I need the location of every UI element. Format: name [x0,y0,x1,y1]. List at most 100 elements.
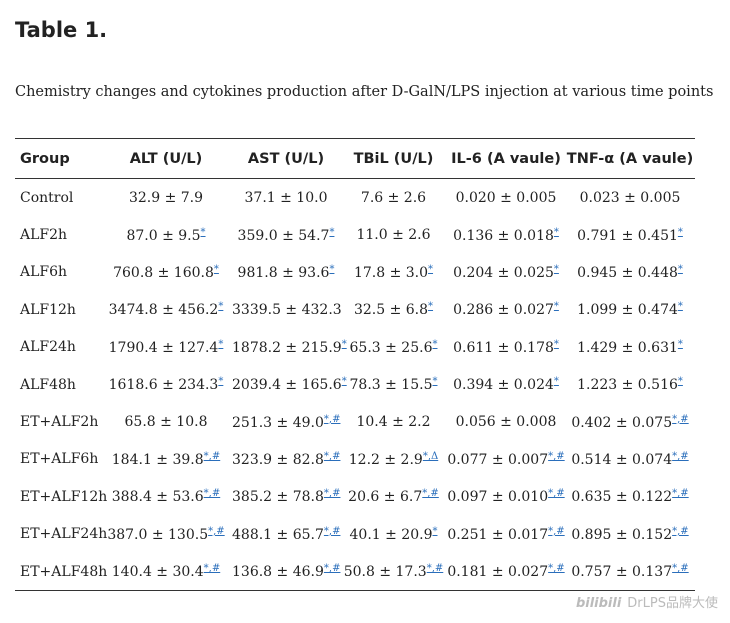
value-cell: 1618.6 ± 234.3* [100,366,232,403]
footnote-link[interactable]: *,# [203,450,221,462]
cell-value: 40.1 ± 20.9 [349,526,433,543]
footnote-link[interactable]: * [677,301,683,313]
footnote-link[interactable]: * [432,338,438,350]
value-cell: 7.6 ± 2.6 [340,179,447,217]
value-cell: 20.6 ± 6.7*,# [340,478,447,515]
footnote-link[interactable]: *,# [323,450,341,462]
value-cell: 388.4 ± 53.6*,# [100,478,232,515]
footnote-link[interactable]: * [553,263,559,275]
footnote-link[interactable]: * [677,376,683,388]
cell-value: 0.402 ± 0.075 [571,414,673,431]
value-cell: 0.097 ± 0.010*,# [447,478,565,515]
footnote-link[interactable]: * [341,338,347,350]
value-cell: 12.2 ± 2.9*,Δ [340,441,447,478]
table-row: ET+ALF2h 65.8 ± 10.8 251.3 ± 49.0*,# 10.4 ±… [15,403,695,440]
cell-value: 37.1 ± 10.0 [244,189,328,206]
cell-value: 1878.2 ± 215.9 [232,339,342,356]
cell-value: 0.020 ± 0.005 [455,189,557,206]
footnote-link[interactable]: *,# [203,488,221,500]
footnote-link[interactable]: *,# [548,563,565,575]
footnote-link[interactable]: *,# [548,488,565,500]
footnote-link[interactable]: *,# [672,488,689,500]
value-cell: 0.056 ± 0.008 [447,403,565,440]
cell-value: 0.394 ± 0.024 [453,377,554,394]
value-cell: 87.0 ± 9.5* [100,216,232,253]
group-cell: Control [20,189,74,206]
footnote-link[interactable]: *,# [672,525,689,537]
cell-value: 20.6 ± 6.7 [348,489,423,506]
footnote-link[interactable]: *,# [208,525,225,537]
value-cell: 0.402 ± 0.075*,# [565,403,695,440]
footnote-link[interactable]: * [553,226,559,238]
value-cell: 0.514 ± 0.074*,# [565,441,695,478]
footnote-link[interactable]: *,# [323,488,341,500]
cell-value: 3474.8 ± 456.2 [108,302,219,319]
footnote-link[interactable]: *,# [323,413,341,425]
value-cell: 387.0 ± 130.5*,# [100,516,232,553]
value-cell: 140.4 ± 30.4*,# [100,553,232,591]
cell-value: 388.4 ± 53.6 [111,489,204,506]
column-header: Group [15,138,100,179]
footnote-link[interactable]: *,# [548,450,565,462]
footnote-link[interactable]: *,# [422,488,439,500]
footnote-link[interactable]: * [341,376,347,388]
footnote-link[interactable]: * [213,263,219,275]
value-cell: 17.8 ± 3.0* [340,254,447,291]
footnote-link[interactable]: *,# [323,563,341,575]
footnote-link[interactable]: * [218,301,224,313]
table-row: ET+ALF6h 184.1 ± 39.8*,# 323.9 ± 82.8*,# 12… [15,441,695,478]
cell-value: 0.611 ± 0.178 [453,339,554,356]
value-cell: 760.8 ± 160.8* [100,254,232,291]
footnote-link[interactable]: * [553,376,559,388]
footnote-link[interactable]: * [677,263,683,275]
footnote-link[interactable]: * [553,338,559,350]
value-cell: 32.9 ± 7.9 [100,179,232,217]
value-cell: 184.1 ± 39.8*,# [100,441,232,478]
footnote-link[interactable]: *,# [672,450,689,462]
cell-value: 760.8 ± 160.8 [113,264,214,281]
footnote-link[interactable]: *,# [323,525,341,537]
footnote-link[interactable]: *,# [426,563,444,575]
footnote-link[interactable]: * [218,376,224,388]
footnote-link[interactable]: * [677,226,683,238]
header-row: Group ALT (U/L) AST (U/L) TBiL (U/L) IL-6 (A… [15,138,695,179]
value-cell: 2039.4 ± 165.6* [232,366,347,403]
cell-value: 184.1 ± 39.8 [111,451,204,468]
footnote-link[interactable]: * [428,301,434,313]
footnote-link[interactable]: * [677,338,683,350]
value-cell: 37.1 ± 10.0 [232,179,340,217]
footnote-link[interactable]: *,# [203,563,221,575]
group-cell: ET+ALF12h [20,488,108,505]
footnote-link[interactable]: * [329,226,335,238]
value-cell: 1.099 ± 0.474* [565,291,695,328]
value-cell: 0.023 ± 0.005 [565,179,695,217]
cell-value: 0.286 ± 0.027 [453,302,554,319]
footnote-link[interactable]: * [432,376,438,388]
cell-value: 140.4 ± 30.4 [111,564,204,581]
value-cell: 385.2 ± 78.8*,# [232,478,340,515]
column-header: ALT (U/L) [100,138,232,179]
cell-value: 0.514 ± 0.074 [571,451,673,468]
value-cell: 0.895 ± 0.152*,# [565,516,695,553]
value-cell: 50.8 ± 17.3*,# [340,553,447,591]
value-cell: 981.8 ± 93.6* [232,254,340,291]
cell-value: 385.2 ± 78.8 [232,489,324,506]
footnote-link[interactable]: *,# [672,413,689,425]
value-cell: 251.3 ± 49.0*,# [232,403,340,440]
value-cell: 0.945 ± 0.448* [565,254,695,291]
footnote-link[interactable]: *,# [672,563,689,575]
footnote-link[interactable]: * [329,263,335,275]
value-cell: 323.9 ± 82.8*,# [232,441,340,478]
group-cell: ET+ALF6h [20,451,99,468]
footnote-link[interactable]: * [428,263,434,275]
value-cell: 136.8 ± 46.9*,# [232,553,340,591]
footnote-link[interactable]: * [200,226,206,238]
footnote-link[interactable]: *,Δ [422,450,439,462]
value-cell: 78.3 ± 15.5* [340,366,447,403]
footnote-link[interactable]: *,# [548,525,565,537]
footnote-link[interactable]: * [432,525,438,537]
footnote-link[interactable]: * [553,301,559,313]
value-cell: 1.223 ± 0.516* [565,366,695,403]
group-cell: ET+ALF48h [20,563,108,580]
footnote-link[interactable]: * [218,338,224,350]
